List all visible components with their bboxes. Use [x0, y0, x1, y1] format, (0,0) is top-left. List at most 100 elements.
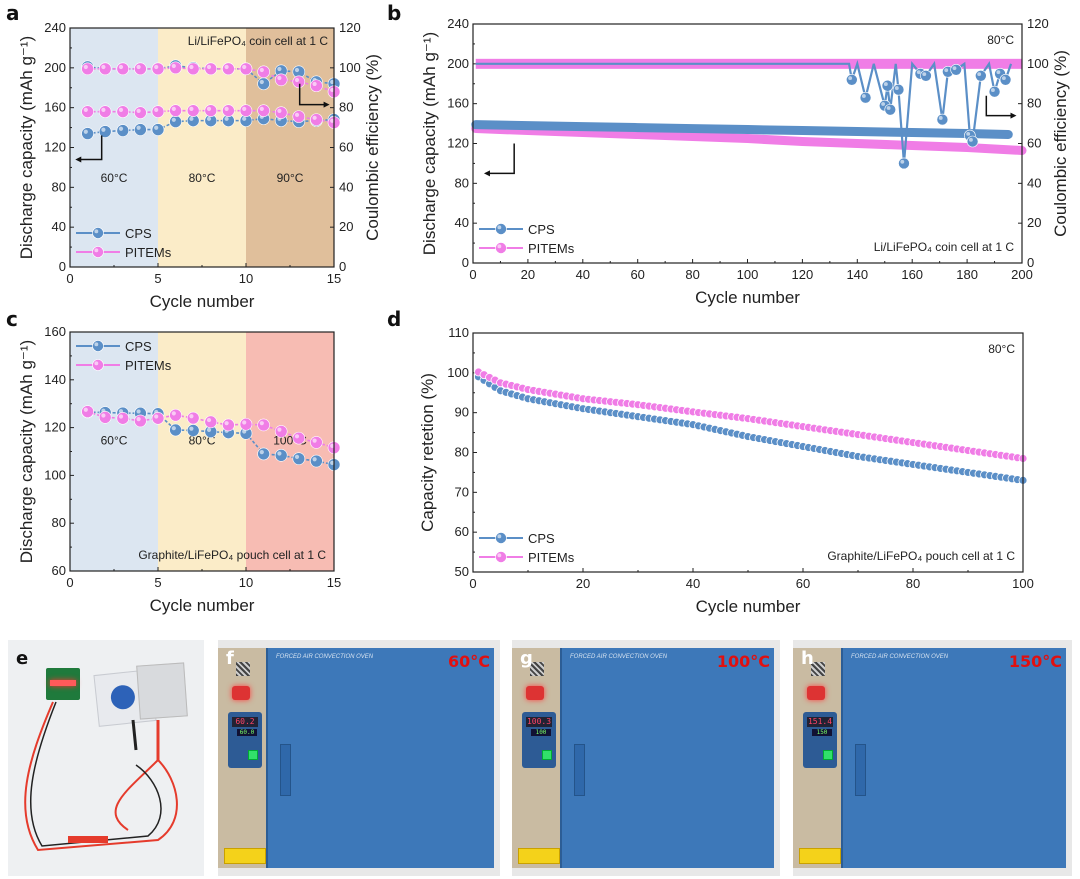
data-point — [186, 424, 200, 437]
oven-setpoint-display: 100 — [531, 729, 551, 736]
oven-handle — [855, 744, 866, 796]
data-point-highlight — [154, 125, 159, 130]
oven-door: FORCED AIR CONVECTION OVEN — [560, 648, 774, 868]
y-axis-label: Capacity retetion (%) — [418, 373, 437, 532]
panel-letter-b: b — [387, 1, 401, 25]
x-tick-label: 140 — [846, 267, 868, 282]
data-point — [239, 62, 253, 76]
data-point-highlight — [900, 159, 905, 164]
oven-door-label: FORCED AIR CONVECTION OVEN — [570, 654, 668, 660]
data-point-highlight — [330, 443, 335, 448]
data-point — [204, 62, 218, 76]
arrowhead-icon — [75, 156, 82, 163]
led-lights — [50, 680, 76, 686]
x-tick-label: 100 — [737, 267, 759, 282]
data-point-highlight — [189, 116, 194, 121]
legend-marker-cps — [495, 223, 507, 235]
left-axis-arrow-icon — [486, 143, 515, 175]
data-point-highlight — [312, 115, 317, 120]
legend-label-cps: CPS — [528, 222, 555, 237]
data-point-highlight — [242, 116, 247, 121]
data-point — [239, 104, 253, 117]
data-point-highlight — [259, 79, 264, 85]
plot-frame — [69, 27, 335, 268]
data-point-highlight — [886, 106, 891, 110]
legend-marker-cps — [495, 532, 507, 544]
oven-side-panel: 151.4 150 — [793, 648, 841, 868]
legend-marker-pitems-highlight — [94, 248, 99, 253]
data-point — [151, 123, 165, 136]
oven-temp-display: 100.3 — [526, 717, 552, 727]
x-tick-label: 160 — [901, 267, 923, 282]
cell-annotation: Li/LiFePO₄ coin cell at 1 C — [188, 34, 329, 48]
data-point-highlight — [861, 94, 866, 98]
panel-letter-h: h — [801, 648, 814, 669]
y-right-tick-label: 60 — [1027, 136, 1041, 151]
x-axis-label: Cycle number — [150, 596, 255, 615]
warning-label — [224, 848, 266, 864]
series-cps-left — [471, 120, 1013, 140]
data-point-highlight — [189, 106, 194, 111]
data-point — [292, 452, 306, 465]
data-point — [116, 411, 130, 425]
data-point — [988, 85, 1001, 98]
data-point-highlight — [83, 107, 88, 112]
y-tick-label: 120 — [447, 136, 469, 151]
led-indicator — [232, 686, 250, 700]
x-tick-label: 200 — [1011, 267, 1033, 282]
data-point-highlight — [330, 118, 335, 123]
data-point-highlight — [938, 116, 943, 120]
data-point — [310, 79, 323, 93]
data-point — [204, 104, 218, 117]
oven-setpoint-display: 60.0 — [237, 729, 257, 736]
data-point — [134, 414, 147, 428]
y-axis-label: Discharge capacity (mAh g⁻¹) — [17, 36, 36, 259]
data-point — [151, 105, 165, 118]
y-tick-label: 120 — [44, 140, 66, 155]
y-tick-label: 140 — [44, 372, 66, 387]
legend-marker-pitems-highlight — [94, 361, 99, 366]
data-point — [975, 69, 987, 82]
x-tick-label: 0 — [66, 575, 73, 590]
x-tick-label: 5 — [154, 271, 161, 286]
data-point-highlight — [312, 81, 317, 87]
data-point-highlight — [206, 116, 212, 121]
oven-temperature-label: 60°C — [447, 652, 490, 671]
oven-handle — [574, 744, 585, 796]
y-right-tick-label: 0 — [339, 259, 346, 274]
panel-c: c60°C 80°C 100°C0 5 10 156080100120140160Cycl… — [6, 307, 341, 615]
data-point — [81, 62, 94, 76]
data-point-highlight — [294, 434, 300, 439]
oven-setpoint-display: 150 — [812, 729, 832, 736]
x-tick-label: 80 — [685, 267, 699, 282]
y-right-tick-label: 20 — [1027, 215, 1041, 230]
data-point — [950, 64, 962, 76]
data-point-highlight — [171, 106, 176, 111]
oven-temperature-label: 150°C — [1008, 652, 1062, 671]
x-tick-label: 15 — [327, 575, 341, 590]
y-tick-label: 60 — [455, 524, 469, 539]
data-point — [257, 77, 270, 91]
data-point-highlight — [277, 75, 282, 81]
data-point-highlight — [312, 457, 317, 462]
data-point — [98, 411, 112, 424]
y-tick-label: 160 — [44, 324, 66, 339]
data-point — [292, 431, 306, 445]
data-point — [310, 436, 323, 449]
y-tick-label: 80 — [455, 445, 469, 460]
series-pitems — [474, 367, 1028, 463]
y-tick-label: 40 — [455, 215, 469, 230]
data-point-highlight — [136, 409, 141, 414]
oven-control-panel: 151.4 150 — [803, 712, 837, 768]
legend-label-cps: CPS — [528, 531, 555, 546]
series-cps-right — [475, 59, 1013, 170]
data-point — [274, 425, 288, 438]
data-point — [898, 157, 910, 170]
data-point-highlight — [277, 451, 282, 456]
data-point-highlight — [206, 417, 212, 423]
data-point — [274, 73, 288, 87]
data-point — [98, 62, 112, 76]
data-point — [134, 62, 147, 76]
data-point-highlight — [118, 126, 124, 131]
data-point — [186, 411, 200, 425]
